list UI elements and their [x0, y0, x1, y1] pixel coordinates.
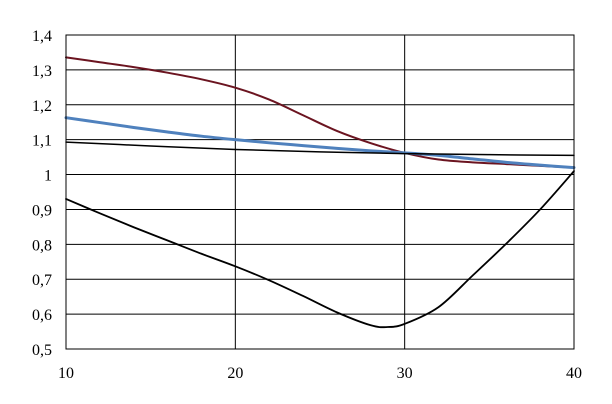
series-line-black-dip	[65, 170, 575, 329]
series-line-blue	[64, 116, 576, 170]
y-tick-label: 1,3	[32, 63, 52, 80]
series-line-dark-red	[65, 56, 575, 169]
y-tick-label: 1,2	[32, 98, 52, 115]
y-axis-tick-labels: 0,5 0,6 0,7 0,8 0,9 1 1,1 1,2 1,3 1,4	[32, 28, 52, 359]
y-tick-label: 1	[44, 168, 52, 185]
x-tick-label: 30	[397, 365, 413, 382]
y-tick-label: 0,5	[32, 342, 52, 359]
y-tick-label: 0,8	[32, 237, 52, 254]
series-lines	[64, 56, 576, 329]
y-tick-label: 0,9	[32, 202, 52, 219]
x-tick-label: 40	[566, 365, 582, 382]
y-tick-label: 1,4	[32, 28, 52, 45]
y-tick-label: 0,6	[32, 307, 52, 324]
plot-area-frame	[65, 34, 575, 350]
x-tick-label: 10	[58, 365, 74, 382]
y-tick-label: 1,1	[32, 133, 52, 150]
x-tick-label: 20	[227, 365, 243, 382]
series-line-black-flat	[65, 141, 575, 157]
x-axis-tick-labels: 10 20 30 40	[58, 365, 582, 382]
y-tick-label: 0,7	[32, 272, 52, 289]
grid-lines	[65, 34, 575, 350]
